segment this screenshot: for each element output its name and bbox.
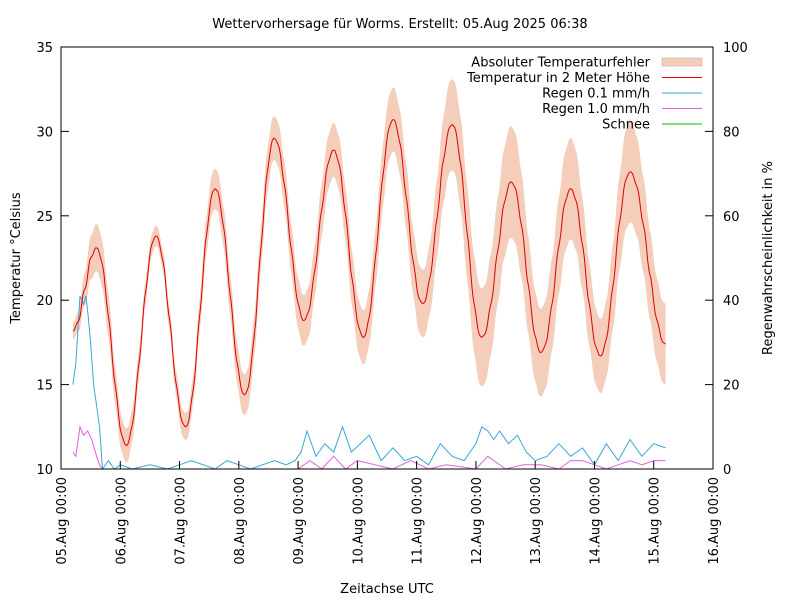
y-left-tick-label: 10 <box>36 463 53 478</box>
rain-10-series <box>72 424 666 470</box>
y-right-tick-label: 40 <box>723 294 740 309</box>
y-axis-left: 10 15 20 25 30 35 <box>36 41 69 478</box>
temperature-line <box>72 119 666 446</box>
x-tick-label: 08.Aug 00:00 <box>233 477 248 565</box>
y-axis-right-label: Regenwahrscheinlichkeit in % <box>761 161 776 355</box>
x-axis-label: Zeitachse UTC <box>340 582 434 597</box>
x-tick-label: 11.Aug 00:00 <box>411 477 426 565</box>
chart-title: Wettervorhersage für Worms. Erstellt: 05… <box>212 17 587 32</box>
x-axis: 05.Aug 00:00 06.Aug 00:00 07.Aug 00:00 08.A… <box>55 461 722 565</box>
rain-01-series <box>72 295 666 471</box>
legend-label: Absoluter Temperaturfehler <box>471 56 650 71</box>
x-tick-label: 06.Aug 00:00 <box>114 477 129 565</box>
rain-10-line <box>72 424 666 470</box>
x-tick-label: 13.Aug 00:00 <box>529 477 544 565</box>
error-band-area <box>72 79 666 463</box>
plot-frame <box>60 46 714 470</box>
y-left-tick-label: 15 <box>36 379 53 394</box>
y-axis-right: 0 20 40 60 80 100 <box>705 41 748 478</box>
legend-label: Regen 0.1 mm/h <box>542 87 650 102</box>
x-tick-label: 15.Aug 00:00 <box>648 477 663 565</box>
x-tick-label: 10.Aug 00:00 <box>351 477 366 565</box>
legend-label: Schnee <box>602 118 650 133</box>
x-tick-label: 05.Aug 00:00 <box>55 477 70 565</box>
y-left-tick-label: 25 <box>36 210 53 225</box>
temperature-series <box>72 119 666 446</box>
y-left-tick-label: 30 <box>36 125 53 140</box>
y-axis-left-label: Temperatur °Celsius <box>9 192 24 325</box>
legend-label: Regen 1.0 mm/h <box>542 102 650 117</box>
x-tick-label: 14.Aug 00:00 <box>589 477 604 565</box>
y-right-tick-label: 0 <box>723 463 731 478</box>
y-right-tick-label: 20 <box>723 379 740 394</box>
y-right-tick-label: 100 <box>723 41 748 56</box>
temperature-error-band <box>72 79 666 463</box>
x-tick-label: 07.Aug 00:00 <box>174 477 189 565</box>
legend-swatch <box>661 57 703 67</box>
y-left-tick-label: 35 <box>36 41 53 56</box>
x-tick-label: 09.Aug 00:00 <box>292 477 307 565</box>
rain-01-line <box>72 295 666 471</box>
x-tick-label: 12.Aug 00:00 <box>470 477 485 565</box>
y-right-tick-label: 80 <box>723 125 740 140</box>
y-right-tick-label: 60 <box>723 210 740 225</box>
legend-label: Temperatur in 2 Meter Höhe <box>466 71 650 86</box>
x-tick-label: 16.Aug 00:00 <box>707 477 722 565</box>
y-left-tick-label: 20 <box>36 294 53 309</box>
